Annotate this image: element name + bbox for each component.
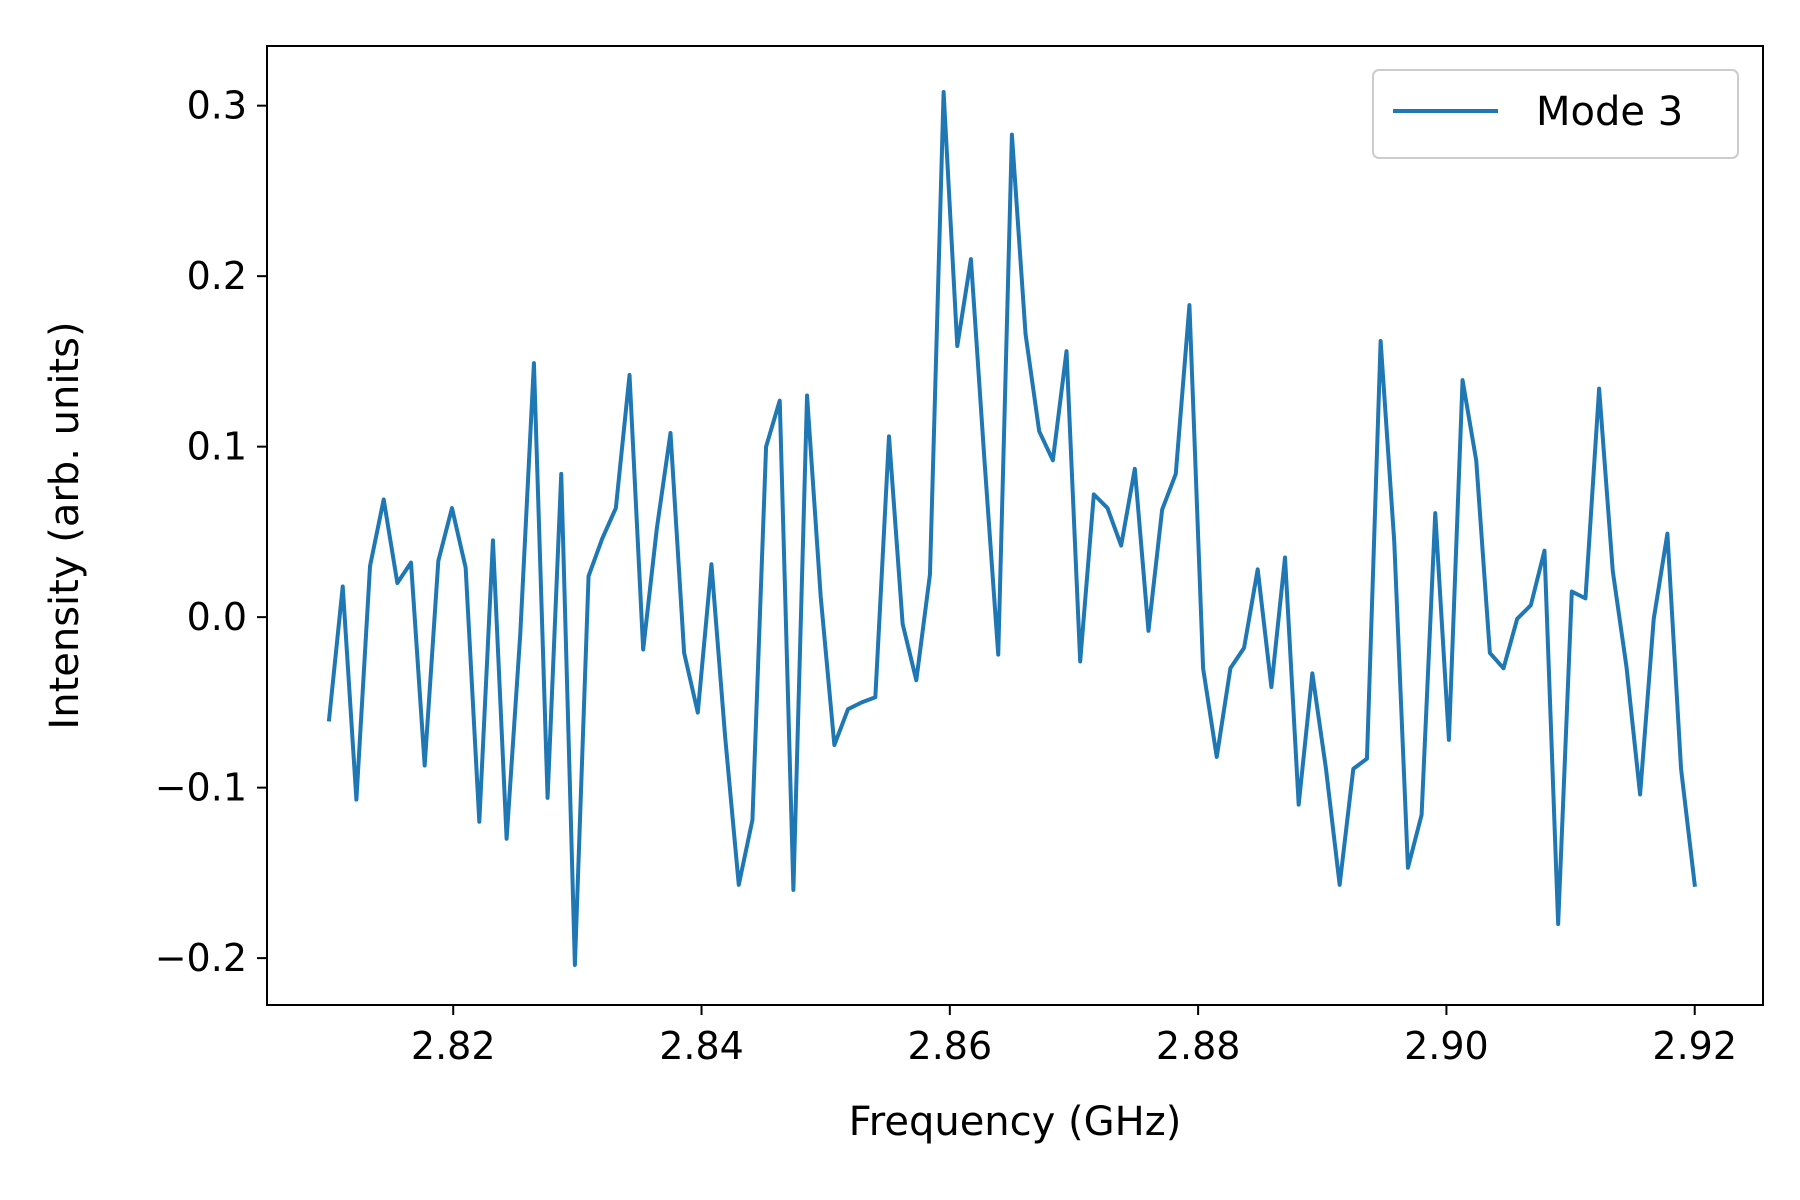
y-tick-label: 0.3 — [187, 84, 247, 128]
y-tick-label: 0.1 — [187, 425, 247, 469]
x-tick-label: 2.86 — [908, 1024, 993, 1068]
legend: Mode 3 — [1372, 69, 1739, 159]
x-tick-label: 2.90 — [1404, 1024, 1489, 1068]
y-axis-ticks: −0.2 −0.1 0.0 0.1 0.2 0.3 — [155, 84, 267, 980]
x-axis-label: Frequency (GHz) — [849, 1099, 1182, 1145]
plot-area — [266, 45, 1764, 1006]
y-axis-label: Intensity (arb. units) — [42, 321, 88, 729]
y-tick-label: 0.0 — [187, 595, 247, 639]
y-tick-label: 0.2 — [187, 254, 247, 298]
plot-frame — [266, 45, 1764, 1006]
legend-label-mode-3: Mode 3 — [1536, 89, 1683, 135]
x-tick-label: 2.88 — [1156, 1024, 1241, 1068]
x-axis-ticks: 2.82 2.84 2.86 2.88 2.90 2.92 — [411, 1005, 1737, 1068]
legend-box — [1372, 69, 1739, 159]
x-tick-label: 2.92 — [1652, 1024, 1737, 1068]
y-tick-label: −0.2 — [155, 936, 247, 980]
x-tick-label: 2.84 — [659, 1024, 744, 1068]
x-tick-label: 2.82 — [411, 1024, 496, 1068]
y-tick-label: −0.1 — [155, 766, 247, 810]
series-line-0 — [326, 90, 1697, 967]
